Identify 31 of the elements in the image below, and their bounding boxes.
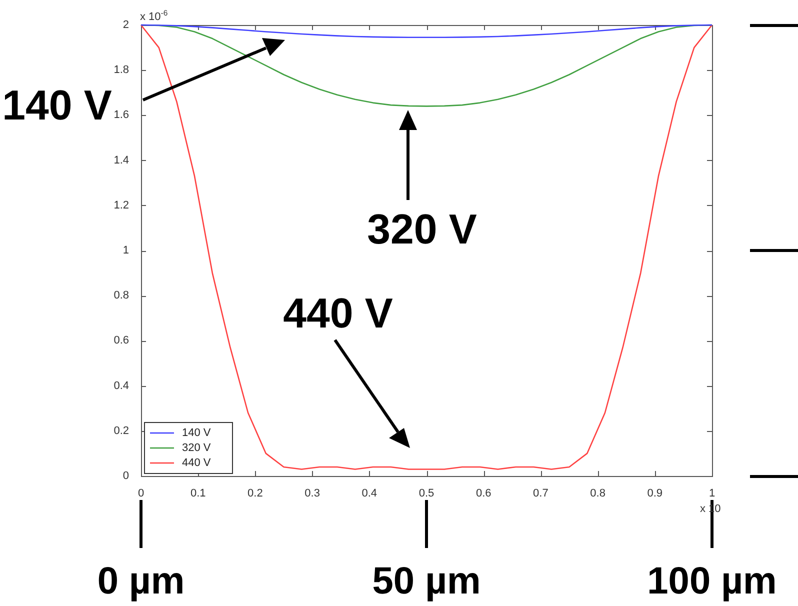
legend-label: 320 V xyxy=(182,442,212,454)
x-tick-label: 0.6 xyxy=(476,488,492,500)
y-tick-label: 0.6 xyxy=(114,334,129,347)
y-tick-label: 1.4 xyxy=(114,154,129,166)
y-tick-label: 0 xyxy=(122,470,129,482)
x2-tick-label: 100 µm xyxy=(647,560,777,602)
y-tick-label: 1.8 xyxy=(114,64,129,76)
annotation: 320 V xyxy=(367,206,477,253)
y-tick-label: 0.2 xyxy=(114,424,129,437)
x-tick-label: 0.5 xyxy=(418,488,434,500)
x-tick-label: 0.1 xyxy=(190,488,206,500)
x-tick-label: 0.9 xyxy=(647,488,663,500)
y-tick-label: 1.2 xyxy=(114,199,129,212)
x2-tick-label: 50 µm xyxy=(372,560,481,602)
legend-label: 440 V xyxy=(182,457,212,470)
y-tick-label: 1 xyxy=(122,244,129,257)
y-tick-label: 1.6 xyxy=(114,109,129,122)
y-tick-label: 2 xyxy=(122,19,129,32)
x-tick-label: 0.7 xyxy=(533,488,548,500)
x-tick-label: 0.2 xyxy=(248,488,263,500)
x-tick-label: 0.3 xyxy=(304,488,320,500)
x2-tick-label: 0 µm xyxy=(97,560,185,602)
x-tick-label: 0.4 xyxy=(362,488,378,500)
text: 140 V xyxy=(2,82,112,129)
x-tick-label: 0 xyxy=(138,488,144,500)
y-tick-label: 0.8 xyxy=(114,290,129,302)
y-tick-label: 0.4 xyxy=(114,380,129,392)
annotation: 440 V xyxy=(283,290,393,337)
x-tick-label: 0.8 xyxy=(590,488,606,500)
legend-label: 140 V xyxy=(182,427,212,440)
x-tick-label: 1 xyxy=(708,488,716,500)
